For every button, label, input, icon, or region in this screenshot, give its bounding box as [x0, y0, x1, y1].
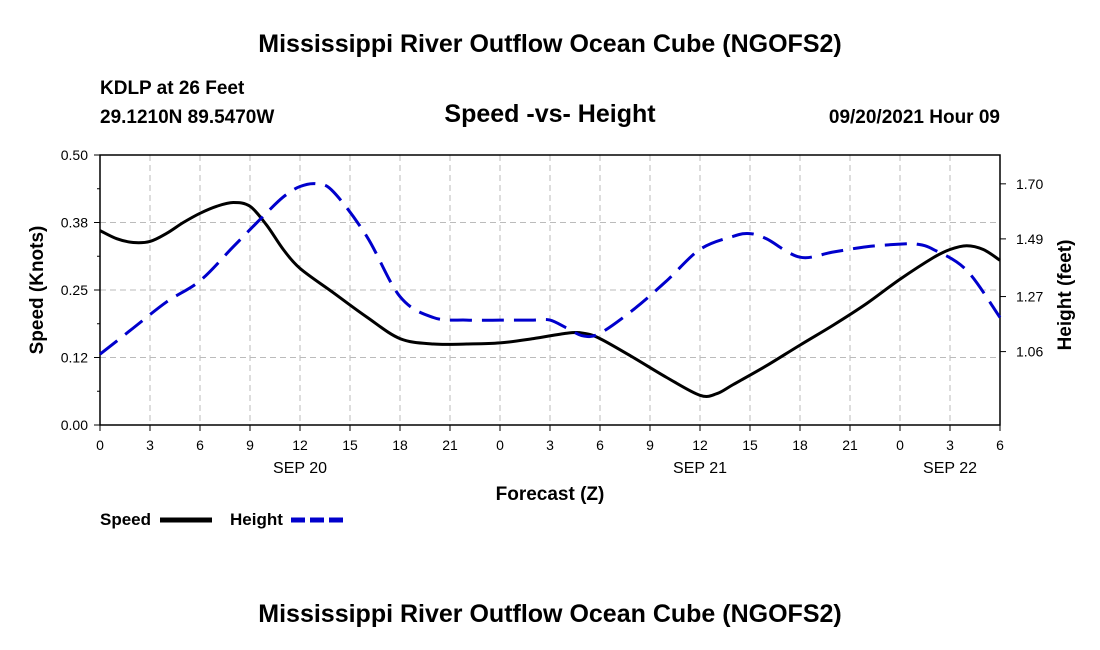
- y2-tick-label: 1.06: [1016, 344, 1043, 360]
- x-tick-label: 12: [692, 437, 708, 453]
- x-tick-label: 21: [842, 437, 858, 453]
- page-title: Mississippi River Outflow Ocean Cube (NG…: [258, 30, 842, 58]
- y2-tick-label: 1.49: [1016, 231, 1043, 247]
- x-axis-title: Forecast (Z): [496, 484, 605, 505]
- chart-title: Speed -vs- Height: [444, 100, 656, 128]
- footer-title: Mississippi River Outflow Ocean Cube (NG…: [258, 600, 842, 628]
- x-tick-label: 6: [996, 437, 1004, 453]
- x-tick-label: 21: [442, 437, 458, 453]
- y2-tick-label: 1.27: [1016, 289, 1043, 305]
- y-tick-label: 0.25: [61, 282, 88, 298]
- x-tick-label: 9: [646, 437, 654, 453]
- x-tick-label: 18: [392, 437, 408, 453]
- y-tick-label: 0.12: [61, 350, 88, 366]
- speed-height-chart: 0 3 6 9 12 15 18 21 0 3 6 9 12 15 18 21 0 3 6 0.00 0.12 0.25 0…: [27, 147, 1076, 529]
- x-tick-label: 6: [596, 437, 604, 453]
- x-tick-label: 15: [342, 437, 358, 453]
- y-axis-title: Speed (Knots): [27, 226, 48, 355]
- x-tick-label: 3: [946, 437, 954, 453]
- x-tick-label: 0: [96, 437, 104, 453]
- x-tick-label: 15: [742, 437, 758, 453]
- y-tick-label: 0.50: [61, 147, 88, 163]
- station-label: KDLP at 26 Feet: [100, 78, 245, 99]
- x-tick-label: 18: [792, 437, 808, 453]
- date-label: SEP 22: [923, 460, 977, 477]
- legend-label-speed: Speed: [100, 510, 151, 529]
- date-label: SEP 21: [673, 460, 727, 477]
- forecast-datetime: 09/20/2021 Hour 09: [828, 107, 1000, 128]
- legend-label-height: Height: [230, 510, 283, 529]
- station-coords: 29.1210N 89.5470W: [100, 107, 275, 128]
- x-tick-label: 3: [546, 437, 554, 453]
- y-tick-label: 0.38: [61, 215, 88, 231]
- x-tick-label: 0: [496, 437, 504, 453]
- x-tick-label: 12: [292, 437, 308, 453]
- date-label: SEP 20: [273, 460, 327, 477]
- plot-frame: [99, 154, 1001, 426]
- series-line-height: [99, 182, 1002, 356]
- x-tick-label: 9: [246, 437, 254, 453]
- y2-axis-title: Height (feet): [1055, 240, 1076, 351]
- y2-tick-label: 1.70: [1016, 176, 1043, 192]
- x-tick-label: 3: [146, 437, 154, 453]
- y-tick-label: 0.00: [61, 417, 88, 433]
- x-tick-label: 0: [896, 437, 904, 453]
- series-line-speed: [99, 201, 1001, 398]
- x-tick-label: 6: [196, 437, 204, 453]
